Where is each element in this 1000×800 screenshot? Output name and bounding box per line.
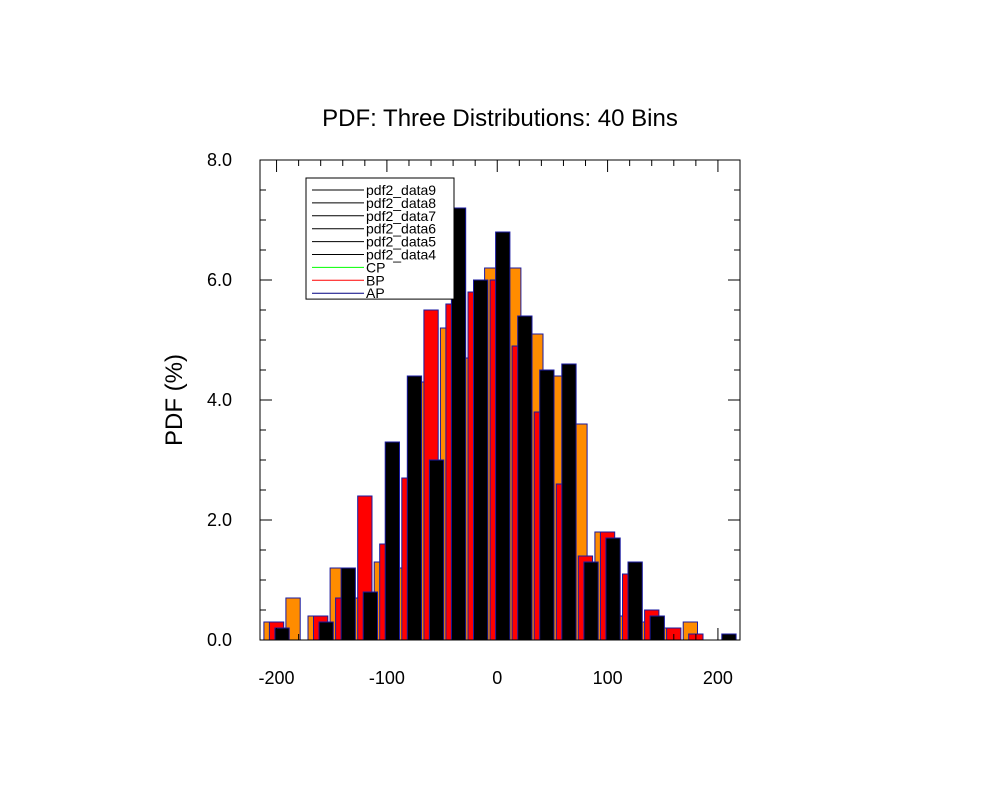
- x-tick-label: 100: [593, 668, 623, 688]
- bar-series-3-bin-17: [627, 561, 643, 641]
- bar-series-3-bin-8: [428, 459, 445, 641]
- y-tick-label: 2.0: [207, 510, 232, 530]
- axis-ticks: -200 -100 0 100 200 0.0 2.0 4.0 6.0 8.0: [207, 150, 740, 688]
- bar-series-3-bin-7: [406, 375, 423, 641]
- y-tick-label: 4.0: [207, 390, 232, 410]
- legend-label-1: pdf2_data9: [366, 182, 436, 198]
- x-tick-label: 200: [703, 668, 733, 688]
- bar-series-3-bin-15: [583, 561, 599, 641]
- y-axis-label: PDF (%): [161, 354, 188, 446]
- bar-series-3-bin-5: [362, 591, 379, 641]
- bar-series-3-bin-11: [495, 231, 511, 641]
- legend-label-6: pdf2_data4: [366, 247, 436, 263]
- legend-label-7: CP: [366, 259, 385, 275]
- x-tick-label: -200: [259, 668, 295, 688]
- bar-series-3-bin-21: [721, 633, 737, 641]
- y-tick-label: 0.0: [207, 630, 232, 650]
- y-tick-label: 8.0: [207, 150, 232, 170]
- x-tick-label: -100: [369, 668, 405, 688]
- bar-series-3-bin-4: [340, 567, 356, 641]
- bar-series-3-bin-14: [561, 363, 577, 641]
- x-tick-label: 0: [492, 668, 502, 688]
- legend-label-5: pdf2_data5: [366, 234, 436, 250]
- legend: pdf2_data9pdf2_data8pdf2_data7pdf2_data6…: [305, 177, 455, 301]
- legend-label-9: AP: [366, 285, 385, 301]
- y-tick-label: 6.0: [207, 270, 232, 290]
- legend-label-4: pdf2_data6: [366, 221, 436, 237]
- bar-series-3-bin-6: [384, 441, 401, 641]
- chart-title: PDF: Three Distributions: 40 Bins: [322, 105, 678, 132]
- bar-series-3-bin-10: [473, 279, 489, 641]
- bar-series-3-bin-13: [539, 369, 555, 641]
- legend-label-8: BP: [366, 272, 385, 288]
- bar-series-3-bin-18: [649, 615, 665, 641]
- legend-label-2: pdf2_data8: [366, 195, 436, 211]
- legend-label-3: pdf2_data7: [366, 208, 436, 224]
- legend-box: [305, 177, 455, 300]
- bar-series-3-bin-12: [517, 315, 533, 641]
- bar-series-3-bin-16: [605, 537, 621, 641]
